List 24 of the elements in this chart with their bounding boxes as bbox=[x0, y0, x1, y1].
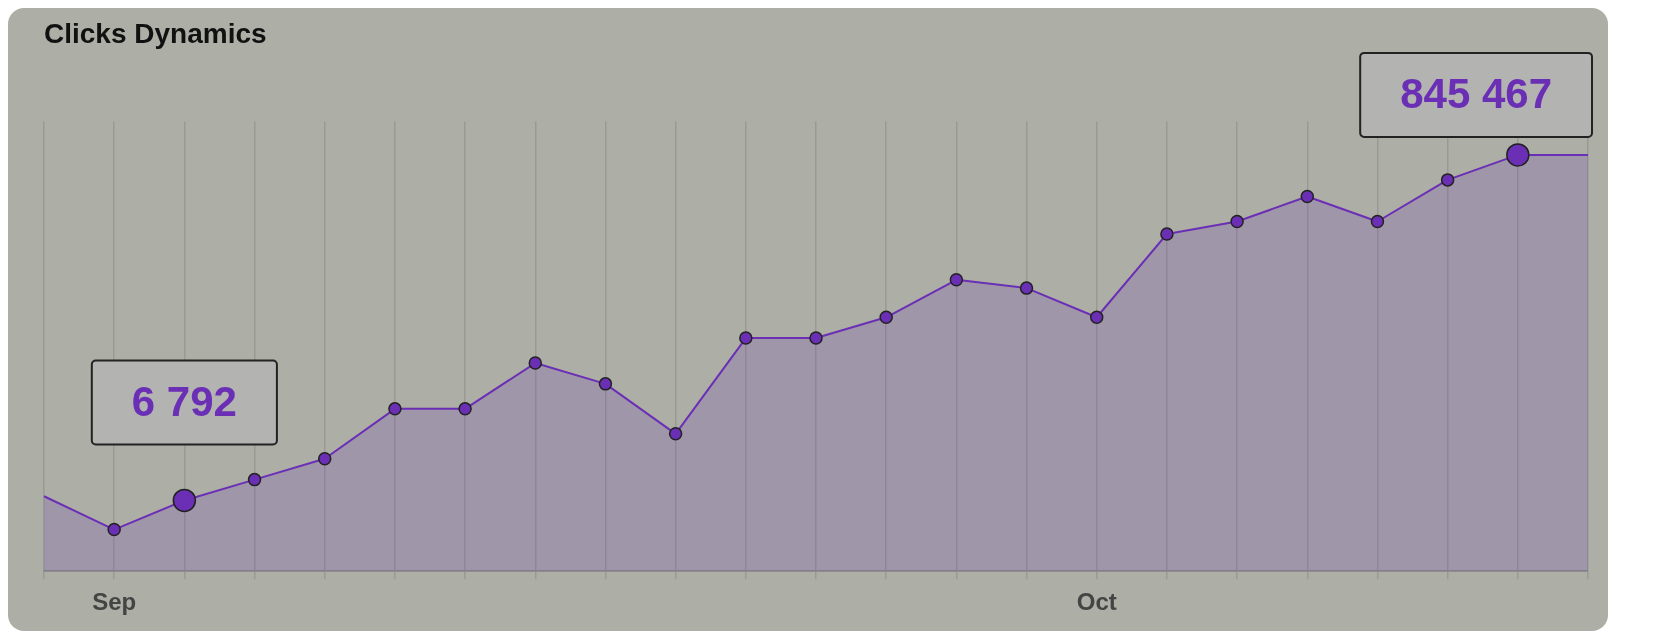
point bbox=[739, 331, 753, 345]
point bbox=[1440, 173, 1455, 187]
point bbox=[1230, 214, 1244, 229]
point bbox=[879, 310, 893, 325]
point bbox=[1089, 310, 1104, 325]
point bbox=[247, 472, 262, 487]
point bbox=[107, 522, 121, 537]
point bbox=[949, 273, 964, 287]
point bbox=[1370, 214, 1385, 229]
x-tick-label: Oct bbox=[1076, 588, 1117, 616]
point bbox=[458, 402, 472, 416]
point bbox=[528, 356, 543, 370]
point bbox=[1160, 227, 1174, 241]
point bbox=[1300, 189, 1315, 204]
point bbox=[598, 377, 613, 391]
annotation: 6 792 bbox=[131, 378, 237, 426]
chart-title: Clicks Dynamics bbox=[44, 17, 267, 49]
point bbox=[317, 452, 332, 466]
point bbox=[668, 427, 683, 441]
point bbox=[388, 402, 402, 416]
point bbox=[1019, 281, 1034, 295]
text: 845 467 bbox=[1400, 70, 1552, 118]
x-tick-label: Sep bbox=[92, 588, 137, 616]
point bbox=[809, 331, 823, 345]
